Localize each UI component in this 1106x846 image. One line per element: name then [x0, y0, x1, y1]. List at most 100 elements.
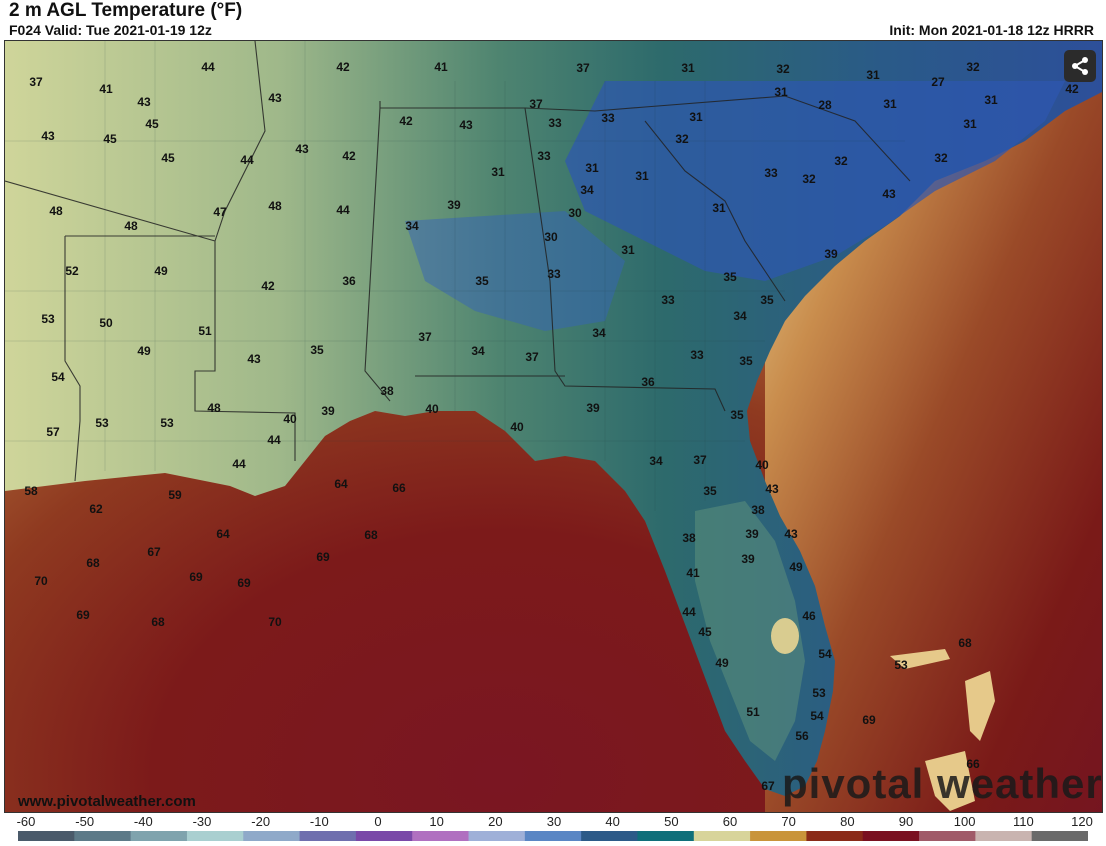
temperature-label: 66	[392, 481, 406, 495]
temperature-label: 68	[958, 636, 972, 650]
colorbar-tick-label: 20	[488, 814, 503, 829]
temperature-label: 68	[364, 528, 378, 542]
temperature-label: 34	[592, 326, 606, 340]
temperature-label: 52	[65, 264, 79, 278]
colorbar-tick-label: -10	[309, 814, 329, 829]
colorbar-tick-label: 40	[605, 814, 620, 829]
colorbar-tick-label: 120	[1071, 814, 1093, 829]
temperature-label: 28	[818, 98, 832, 112]
temperature-label: 40	[425, 402, 439, 416]
temperature-label: 53	[812, 686, 826, 700]
temperature-label: 36	[641, 375, 655, 389]
colorbar-segment	[693, 831, 751, 841]
brand-logo: pivotal weather	[782, 760, 1103, 807]
temperature-label: 39	[447, 198, 461, 212]
temperature-label: 53	[894, 658, 908, 672]
state-borders	[5, 41, 911, 482]
colorbar-segment	[524, 831, 582, 841]
colorbar-segment	[581, 831, 638, 841]
temperature-label: 32	[934, 151, 948, 165]
temperature-label: 53	[95, 416, 109, 430]
temperature-label: 45	[161, 151, 175, 165]
temperature-label: 44	[682, 605, 696, 619]
temperature-label: 39	[586, 401, 600, 415]
colorbar-segment	[1031, 831, 1088, 841]
temperature-label: 39	[321, 404, 335, 418]
temperature-label: 69	[76, 608, 90, 622]
temperature-label: 35	[310, 343, 324, 357]
temperature-label: 35	[723, 270, 737, 284]
colorbar-segment	[299, 831, 357, 841]
temperature-label: 49	[137, 344, 151, 358]
site-url[interactable]: www.pivotalweather.com	[18, 793, 196, 810]
temperature-label: 43	[247, 352, 261, 366]
temperature-label: 43	[765, 482, 779, 496]
temperature-label: 49	[789, 560, 803, 574]
colorbar-segment	[862, 831, 920, 841]
temperature-label: 31	[491, 165, 505, 179]
colorbar-tick-label: -30	[192, 814, 212, 829]
temperature-label: 41	[99, 82, 113, 96]
temperature-label: 34	[649, 454, 663, 468]
colorbar-strip	[18, 831, 1088, 841]
temperature-label: 31	[585, 161, 599, 175]
temperature-label: 34	[733, 309, 747, 323]
temperature-label: 66	[966, 757, 980, 771]
temperature-label: 33	[601, 111, 615, 125]
temperature-label: 31	[774, 85, 788, 99]
temperature-label: 44	[232, 457, 246, 471]
temperature-label: 31	[681, 61, 695, 75]
temperature-label: 31	[883, 97, 897, 111]
temperature-label: 69	[189, 570, 203, 584]
temperature-label: 32	[675, 132, 689, 146]
colorbar-tick-label: 90	[898, 814, 914, 829]
temperature-label: 64	[334, 477, 348, 491]
colorbar-tick-label: 110	[1012, 814, 1034, 829]
temperature-label: 64	[216, 527, 230, 541]
temperature-label: 31	[712, 201, 726, 215]
temperature-label: 70	[34, 574, 48, 588]
temperature-label: 46	[802, 609, 816, 623]
temperature-label: 54	[51, 370, 65, 384]
temperature-label: 41	[686, 566, 700, 580]
temperature-label: 68	[86, 556, 100, 570]
temperature-label: 67	[147, 545, 161, 559]
temperature-label: 38	[682, 531, 696, 545]
temperature-label: 47	[213, 205, 227, 219]
colorbar-tick-label: -60	[16, 814, 36, 829]
temperature-label: 56	[795, 729, 809, 743]
temperature-label: 36	[342, 274, 356, 288]
temperature-label: 34	[580, 183, 594, 197]
temperature-label: 38	[751, 503, 765, 517]
colorbar-segment	[468, 831, 526, 841]
temperature-label: 69	[316, 550, 330, 564]
temperature-label: 58	[24, 484, 38, 498]
cold-region-2	[405, 211, 625, 331]
temperature-label: 31	[984, 93, 998, 107]
temperature-label: 62	[89, 502, 103, 516]
temperature-label: 45	[103, 132, 117, 146]
temperature-label: 42	[342, 149, 356, 163]
temperature-label: 67	[761, 779, 775, 793]
temperature-label: 33	[548, 116, 562, 130]
temperature-label: 45	[698, 625, 712, 639]
temperature-label: 54	[818, 647, 832, 661]
colorbar-segment	[975, 831, 1033, 841]
bahamas	[890, 649, 995, 741]
temperature-label: 37	[576, 61, 590, 75]
temperature-label: 51	[746, 705, 760, 719]
temperature-label: 43	[41, 129, 55, 143]
colorbar-segment	[243, 831, 301, 841]
colorbar-segment	[18, 831, 75, 841]
temperature-label: 37	[693, 453, 707, 467]
temperature-label: 42	[1065, 82, 1079, 96]
valid-time: F024 Valid: Tue 2021-01-19 12z	[9, 22, 212, 38]
temperature-label: 35	[739, 354, 753, 368]
temperature-label: 41	[434, 60, 448, 74]
temperature-map[interactable]: 37 41 43 44 42 41 37 31 32 31 27 32 42 31 28 31 31 43 45 43…	[4, 40, 1103, 813]
temperature-label: 32	[802, 172, 816, 186]
colorbar-tick-label: -20	[251, 814, 271, 829]
share-button[interactable]	[1064, 50, 1096, 82]
colorbar-segment	[750, 831, 807, 841]
temperature-label: 31	[635, 169, 649, 183]
